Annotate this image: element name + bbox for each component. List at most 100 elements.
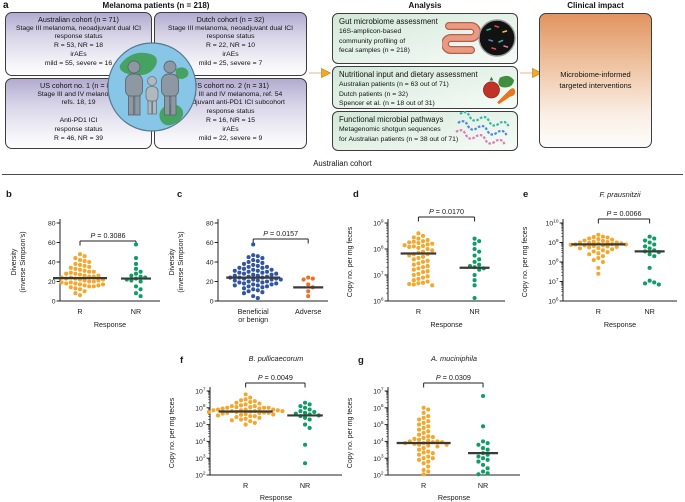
functional-pathways-title: Functional microbial pathways (339, 115, 444, 124)
australian-cohort-details: Stage III melanoma, neoadjuvant dual ICI… (15, 24, 142, 68)
dutch-cohort-details: Stage III melanoma, neoadjuvant dual ICI… (167, 24, 294, 68)
svg-text:Adverse: Adverse (295, 307, 321, 316)
svg-text:NR: NR (478, 481, 488, 490)
gut-microbiome-details: 16S-amplicon-based community profiling of… (339, 28, 410, 55)
australian-cohort-title: Australian cohort (n = 71) (38, 15, 119, 24)
panel-d-chart: 106 107 108 109 Copy no. per mg feces Respons… (347, 189, 505, 329)
svg-text:A. muciniphila: A. muciniphila (430, 354, 477, 363)
svg-text:Response: Response (94, 320, 126, 329)
svg-text:P = 0.0066: P = 0.0066 (606, 209, 641, 218)
dutch-cohort-box: Dutch cohort (n = 32) Stage III melanoma… (154, 12, 307, 76)
svg-text:106: 106 (373, 296, 384, 305)
svg-text:107: 107 (373, 386, 384, 395)
functional-pathways-box: Functional microbial pathways Metagenomi… (332, 111, 518, 151)
svg-text:P = 0.0049: P = 0.0049 (258, 373, 293, 382)
nutritional-details: Australian patients (n = 63 out of 71) Du… (339, 81, 449, 108)
svg-text:109: 109 (548, 238, 559, 247)
svg-text:b: b (6, 189, 12, 200)
dutch-cohort-title: Dutch cohort (n = 32) (196, 15, 265, 24)
svg-text:NR: NR (300, 481, 310, 490)
gut-microbiome-title: Gut microbiome assessment (339, 17, 438, 26)
svg-text:R: R (421, 481, 426, 490)
svg-text:or benign: or benign (238, 315, 268, 324)
svg-text:104: 104 (373, 437, 384, 446)
svg-text:40: 40 (48, 260, 56, 267)
panel-c-chart: 0 20 40 60 80 Diversity (inverse Simpson's) c P … (169, 189, 328, 324)
nutritional-box: Nutritional input and dietary assessment… (332, 66, 518, 109)
svg-text:R: R (416, 307, 421, 316)
panel-f-chart: 102 103 104 105 106 107 Copy no. per mg feces R… (169, 354, 342, 502)
intestine-icon (442, 22, 481, 54)
svg-text:NR: NR (469, 307, 479, 316)
svg-text:(inverse Simpson's): (inverse Simpson's) (178, 231, 185, 292)
svg-text:(inverse Simpson's): (inverse Simpson's) (20, 231, 27, 292)
svg-text:0: 0 (210, 299, 214, 306)
svg-text:108: 108 (548, 257, 559, 266)
svg-text:106: 106 (373, 403, 384, 412)
svg-text:P = 0.0170: P = 0.0170 (429, 207, 464, 216)
svg-text:106: 106 (548, 296, 559, 305)
svg-text:e: e (523, 189, 528, 200)
svg-text:Response: Response (260, 493, 292, 502)
svg-text:60: 60 (206, 240, 214, 247)
svg-text:108: 108 (373, 244, 384, 253)
us-cohort-2-details: Stage III and IV melanoma, ref. 54 Neoadj… (176, 90, 285, 143)
svg-text:102: 102 (373, 470, 384, 479)
svg-text:102: 102 (195, 470, 206, 479)
svg-text:Diversity: Diversity (169, 248, 176, 275)
svg-text:1010: 1010 (546, 218, 559, 227)
analysis-section-title: Analysis (408, 1, 442, 10)
svg-text:P = 0.3086: P = 0.3086 (91, 231, 126, 240)
svg-text:80: 80 (206, 221, 214, 228)
svg-text:109: 109 (373, 218, 384, 227)
svg-text:Response: Response (604, 320, 636, 329)
svg-text:103: 103 (373, 454, 384, 463)
section-divider (2, 174, 683, 175)
svg-text:Copy no. per mg feces: Copy no. per mg feces (347, 397, 354, 468)
svg-text:R: R (243, 481, 248, 490)
svg-text:Copy no. per mg feces: Copy no. per mg feces (522, 226, 529, 297)
svg-text:Response: Response (430, 320, 462, 329)
svg-text:104: 104 (195, 437, 206, 446)
panel-g-chart: 102 103 104 105 106 107 Copy no. per mg feces R… (347, 354, 520, 502)
functional-pathways-details: Metagenomic shotgun sequences for Austral… (339, 126, 459, 143)
svg-text:103: 103 (195, 454, 206, 463)
svg-text:80: 80 (48, 221, 56, 228)
nutritional-title: Nutritional input and dietary assessment (339, 70, 478, 79)
svg-text:R: R (596, 307, 601, 316)
svg-text:NR: NR (131, 307, 141, 316)
melanoma-section-title: Melanoma patients (n = 218) (102, 1, 210, 10)
us-cohort-2-title: US cohort no. 2 (n = 31) (192, 81, 269, 90)
clinical-section-title: Clinical impact (567, 1, 624, 10)
us-cohort-1-details: Stage III and IV melanoma, refs. 18, 19 A… (37, 90, 120, 143)
svg-text:Response: Response (438, 493, 470, 502)
svg-text:Beneficial: Beneficial (238, 307, 270, 316)
svg-text:105: 105 (373, 420, 384, 429)
dna-sequences-icon (455, 111, 510, 145)
svg-text:105: 105 (195, 420, 206, 429)
panel-a-label: a (3, 0, 9, 11)
petri-dish-microbiome-icon (478, 19, 516, 57)
svg-text:g: g (358, 355, 364, 366)
svg-text:F. prausnitzii: F. prausnitzii (600, 190, 641, 199)
svg-text:f: f (180, 355, 184, 366)
svg-text:c: c (177, 189, 182, 200)
globe-family-icon (107, 42, 197, 132)
australian-cohort-header: Australian cohort (313, 159, 372, 168)
svg-text:20: 20 (206, 279, 214, 286)
clinical-impact-text: Microbiome-informed targeted intervention… (559, 69, 632, 90)
vegetables-icon (483, 75, 516, 105)
svg-text:R: R (77, 307, 82, 316)
svg-text:Copy no. per mg feces: Copy no. per mg feces (169, 397, 176, 468)
us-cohort-1-title: US cohort no. 1 (n = 84) (40, 81, 117, 90)
svg-text:20: 20 (48, 279, 56, 286)
svg-text:Diversity: Diversity (11, 248, 18, 275)
svg-text:40: 40 (206, 260, 214, 267)
svg-text:107: 107 (373, 270, 384, 279)
svg-text:60: 60 (48, 240, 56, 247)
arrow-right-icon (309, 68, 332, 78)
svg-text:107: 107 (195, 386, 206, 395)
svg-text:d: d (353, 189, 359, 200)
svg-text:P = 0.0157: P = 0.0157 (263, 229, 298, 238)
